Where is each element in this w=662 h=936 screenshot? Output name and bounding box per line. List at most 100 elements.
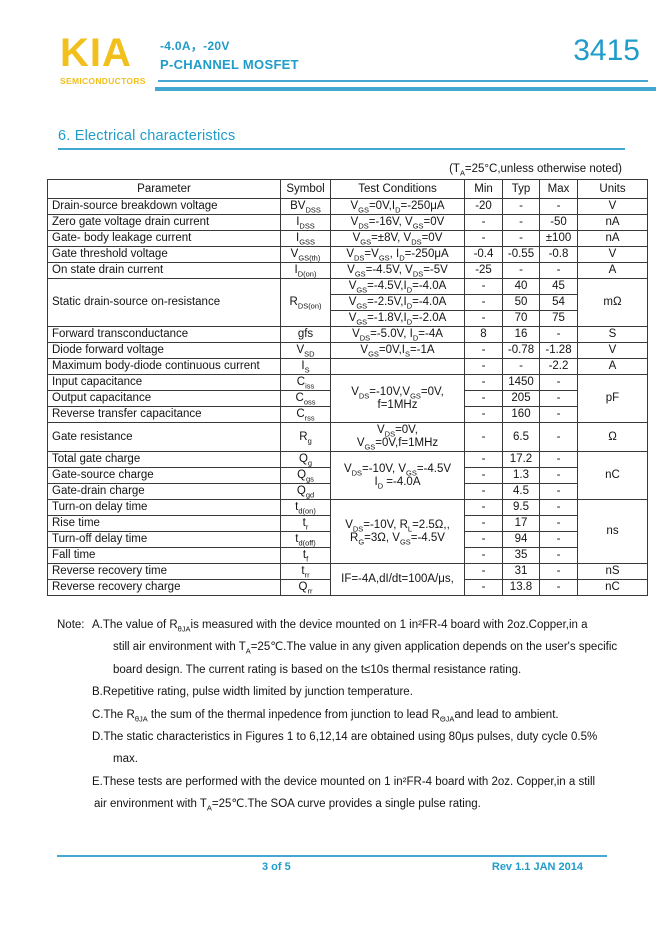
units-cell: mΩ	[577, 278, 648, 327]
units-cell: nC	[577, 579, 648, 596]
cond-cell	[330, 358, 465, 375]
param-cell: Maximum body-diode continuous current	[47, 358, 281, 375]
typ-cell: -	[502, 262, 540, 279]
typ-cell: 1450	[502, 374, 540, 391]
min-cell: -0.4	[464, 246, 503, 263]
min-cell: -	[464, 406, 503, 423]
typ-cell: 70	[502, 310, 540, 327]
typ-cell: -0.78	[502, 342, 540, 359]
revision: Rev 1.1 JAN 2014	[491, 861, 583, 873]
table-row: Forward transconductance gfs VDS=-5.0V, ID…	[47, 326, 648, 343]
symbol-cell: gfs	[280, 326, 331, 343]
param-cell: Reverse recovery charge	[47, 579, 281, 596]
col-header-test-conditions: Test Conditions	[330, 179, 465, 199]
typ-cell: 16	[502, 326, 540, 343]
symbol-cell: td(off)	[280, 531, 331, 548]
symbol-cell: td(on)	[280, 499, 331, 516]
param-cell: Turn-on delay time	[47, 499, 281, 516]
ec-table-body: Drain-source breakdown voltage BVDSS VGS=0…	[47, 198, 648, 596]
typ-cell: -	[502, 214, 540, 231]
brand-subtitle: SEMICONDUCTORS	[60, 76, 146, 86]
cond-cell: VGS=±8V, VDS=0V	[330, 230, 465, 247]
table-row: On state drain current ID(on) VGS=-4.5V, V…	[47, 262, 648, 279]
typ-cell: -0.55	[502, 246, 540, 263]
max-cell: -	[539, 326, 578, 343]
min-cell: -	[464, 547, 503, 564]
table-row: Gate-drain charge Qgd -4.5-	[47, 483, 648, 500]
cond-cell: VDS=-5.0V, ID=-4A	[330, 326, 465, 343]
typ-cell: 40	[502, 278, 540, 295]
symbol-cell: VSD	[280, 342, 331, 359]
table-row: Input capacitance Ciss VDS=-10V,VGS=0V, f=…	[47, 374, 648, 423]
cond-cell: VDS=-10V,VGS=0V, f=1MHz	[330, 374, 465, 423]
units-cell: V	[577, 198, 648, 215]
typ-cell: 94	[502, 531, 540, 548]
footer-rule	[57, 855, 607, 857]
min-cell: -	[464, 310, 503, 327]
symbol-cell: BVDSS	[280, 198, 331, 215]
min-cell: -	[464, 342, 503, 359]
symbol-cell: ID(on)	[280, 262, 331, 279]
param-cell: Turn-off delay time	[47, 531, 281, 548]
units-cell: ns	[577, 499, 648, 564]
min-cell: -	[464, 483, 503, 500]
units-cell: nC	[577, 451, 648, 500]
max-cell: -	[539, 483, 578, 500]
param-cell: Zero gate voltage drain current	[47, 214, 281, 231]
symbol-cell: RDS(on)	[280, 278, 331, 327]
typ-cell: 9.5	[502, 499, 540, 516]
max-cell: -	[539, 547, 578, 564]
min-cell: -	[464, 294, 503, 311]
max-cell: -	[539, 531, 578, 548]
note-line: board design. The current rating is base…	[113, 663, 522, 676]
max-cell: -	[539, 198, 578, 215]
max-cell: -	[539, 499, 578, 516]
brand-block: KIA SEMICONDUCTORS	[60, 31, 160, 86]
brand-logo: KIA	[60, 31, 132, 75]
electrical-characteristics-table: Parameter Symbol Test Conditions Min Typ…	[47, 179, 648, 596]
max-cell: -	[539, 563, 578, 580]
max-cell: 54	[539, 294, 578, 311]
table-row: Turn-on delay time td(on) VDS=-10V, RL=2.5…	[47, 499, 648, 564]
typ-cell: -	[502, 198, 540, 215]
max-cell: -	[539, 262, 578, 279]
param-cell: Fall time	[47, 547, 281, 564]
col-header-max: Max	[539, 179, 578, 199]
max-cell: -	[539, 579, 578, 596]
units-cell: nS	[577, 563, 648, 580]
param-cell: Reverse recovery time	[47, 563, 281, 580]
note-line: air environment with TA=25℃.The SOA curv…	[94, 798, 481, 813]
param-cell: Reverse transfer capacitance	[47, 406, 281, 423]
symbol-cell: IGSS	[280, 230, 331, 247]
cond-cell: VGS=0V,ID=-250μA	[330, 198, 465, 215]
min-cell: -20	[464, 198, 503, 215]
max-cell: ±100	[539, 230, 578, 247]
table-row: Zero gate voltage drain current IDSS VDS=-…	[47, 214, 648, 231]
symbol-cell: Rg	[280, 422, 331, 452]
table-row: Static drain-source on-resistance RDS(on)…	[47, 278, 648, 327]
note-line: B.Repetitive rating, pulse width limited…	[92, 686, 413, 699]
max-cell: -50	[539, 214, 578, 231]
param-cell: Drain-source breakdown voltage	[47, 198, 281, 215]
table-row: Diode forward voltage VSD VGS=0V,IS=-1A - -0…	[47, 342, 648, 359]
symbol-cell: Ciss	[280, 374, 331, 391]
table-row: VGS=-2.5V,ID=-4.0A -50 54	[48, 294, 648, 311]
device-type: P-CHANNEL MOSFET	[160, 57, 299, 72]
table-header-row: Parameter Symbol Test Conditions Min Typ…	[47, 179, 648, 199]
min-cell: -25	[464, 262, 503, 279]
units-cell: V	[577, 246, 648, 263]
note-line: E.These tests are performed with the dev…	[92, 775, 596, 788]
min-cell: -	[464, 499, 503, 516]
cond-cell: VGS=-2.5V,ID=-4.0A	[330, 294, 465, 311]
cond-cell: VGS=-4.5V,ID=-4.0A	[330, 278, 465, 295]
symbol-cell: tf	[280, 547, 331, 564]
cond-cell: VDS=0V, VGS=0V,f=1MHz	[330, 422, 465, 452]
max-cell: -	[539, 422, 578, 452]
min-cell: -	[464, 515, 503, 532]
param-cell: Total gate charge	[47, 451, 281, 468]
typ-cell: -	[502, 358, 540, 375]
cond-cell: VGS=-1.8V,ID=-2.0A	[330, 310, 465, 327]
note-line: max.	[113, 753, 138, 766]
note-line: C.The RθJA the sum of the thermal inpede…	[92, 708, 559, 723]
min-cell: -	[464, 214, 503, 231]
